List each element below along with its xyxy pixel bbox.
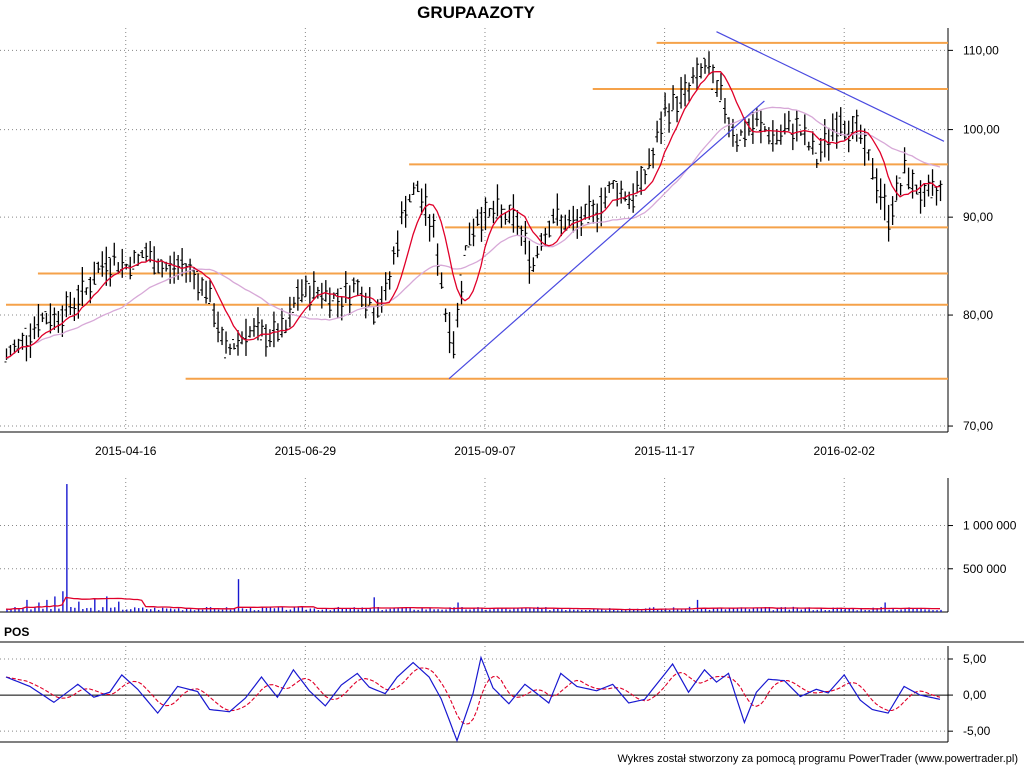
x-tick-label: 2015-04-16 [95, 444, 157, 458]
chart-title: GRUPAAZOTY [417, 3, 535, 22]
pos-y-label: -5,00 [963, 724, 991, 738]
trendline [448, 100, 765, 380]
pos-y-label: 0,00 [963, 688, 987, 702]
pos-panel: 5,00 0,00 -5,00 [0, 641, 1024, 743]
pos-panel-label: POS [4, 625, 29, 639]
price-y-label: 90,00 [963, 210, 993, 224]
volume-average-line [5, 596, 941, 611]
price-y-label: 110,00 [963, 43, 999, 57]
trendline [716, 31, 945, 142]
sma-long-line [5, 106, 941, 359]
price-y-label: 100,00 [963, 123, 1000, 137]
pos-y-label: 5,00 [963, 652, 987, 666]
x-tick-label: 2015-11-17 [634, 444, 695, 458]
volume-y-label: 1 000 000 [963, 519, 1017, 533]
x-tick-label: 2015-06-29 [275, 444, 337, 458]
x-tick-label: 2015-09-07 [454, 444, 516, 458]
price-panel: 2015-04-16 2015-06-29 2015-09-07 2015-11-17… [0, 28, 1000, 458]
price-y-label: 80,00 [963, 308, 993, 322]
volume-panel: 1 000 000 500 000 [0, 478, 1017, 613]
volume-y-label: 500 000 [963, 562, 1007, 576]
pos-signal-line [5, 667, 941, 725]
pos-line [5, 655, 941, 743]
price-y-label: 70,00 [963, 419, 993, 433]
footer-credit: Wykres został stworzony za pomocą progra… [617, 753, 1018, 765]
x-tick-label: 2016-02-02 [814, 444, 876, 458]
sma-short-line [5, 71, 941, 359]
